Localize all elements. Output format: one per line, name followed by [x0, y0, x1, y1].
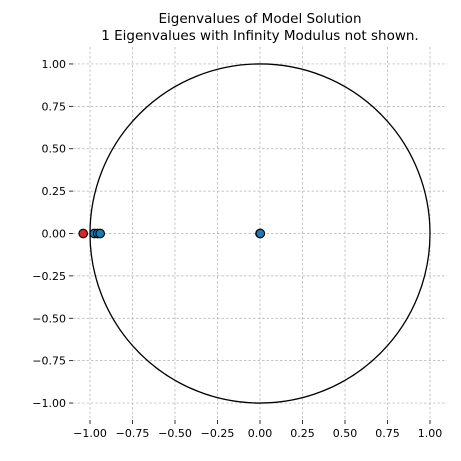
x-tick-label: −1.00 [73, 427, 107, 440]
x-tick-label: 0.25 [290, 427, 315, 440]
chart-title: Eigenvalues of Model Solution [158, 11, 361, 27]
y-tick-label: 0.00 [42, 228, 67, 241]
y-tick-label: −0.50 [32, 312, 66, 325]
axis-ticks: −1.00 −0.75 −0.50 −0.25 0.00 0.25 0.50 0.75 1.00… [32, 58, 442, 440]
y-tick-label: 0.50 [42, 143, 67, 156]
y-tick-label: −1.00 [32, 397, 66, 410]
eigenvalue-point-red [78, 228, 89, 239]
x-tick-label: 0.00 [248, 427, 273, 440]
y-tick-label: −0.25 [32, 270, 66, 283]
x-tick-label: −0.50 [158, 427, 192, 440]
y-tick-label: −0.75 [32, 355, 66, 368]
eigenvalue-point-blue [255, 228, 266, 239]
y-tick-label: 1.00 [42, 58, 67, 71]
x-tick-label: −0.75 [116, 427, 150, 440]
eigenvalue-points [78, 228, 266, 239]
y-tick-label: 0.25 [42, 185, 67, 198]
x-tick-label: −0.25 [201, 427, 235, 440]
x-tick-label: 0.50 [333, 427, 358, 440]
eigenvalue-point-blue [95, 228, 106, 239]
x-tick-label: 1.00 [418, 427, 443, 440]
y-tick-label: 0.75 [42, 100, 67, 113]
chart-subtitle: 1 Eigenvalues with Infinity Modulus not … [101, 28, 418, 44]
x-tick-label: 0.75 [375, 427, 400, 440]
